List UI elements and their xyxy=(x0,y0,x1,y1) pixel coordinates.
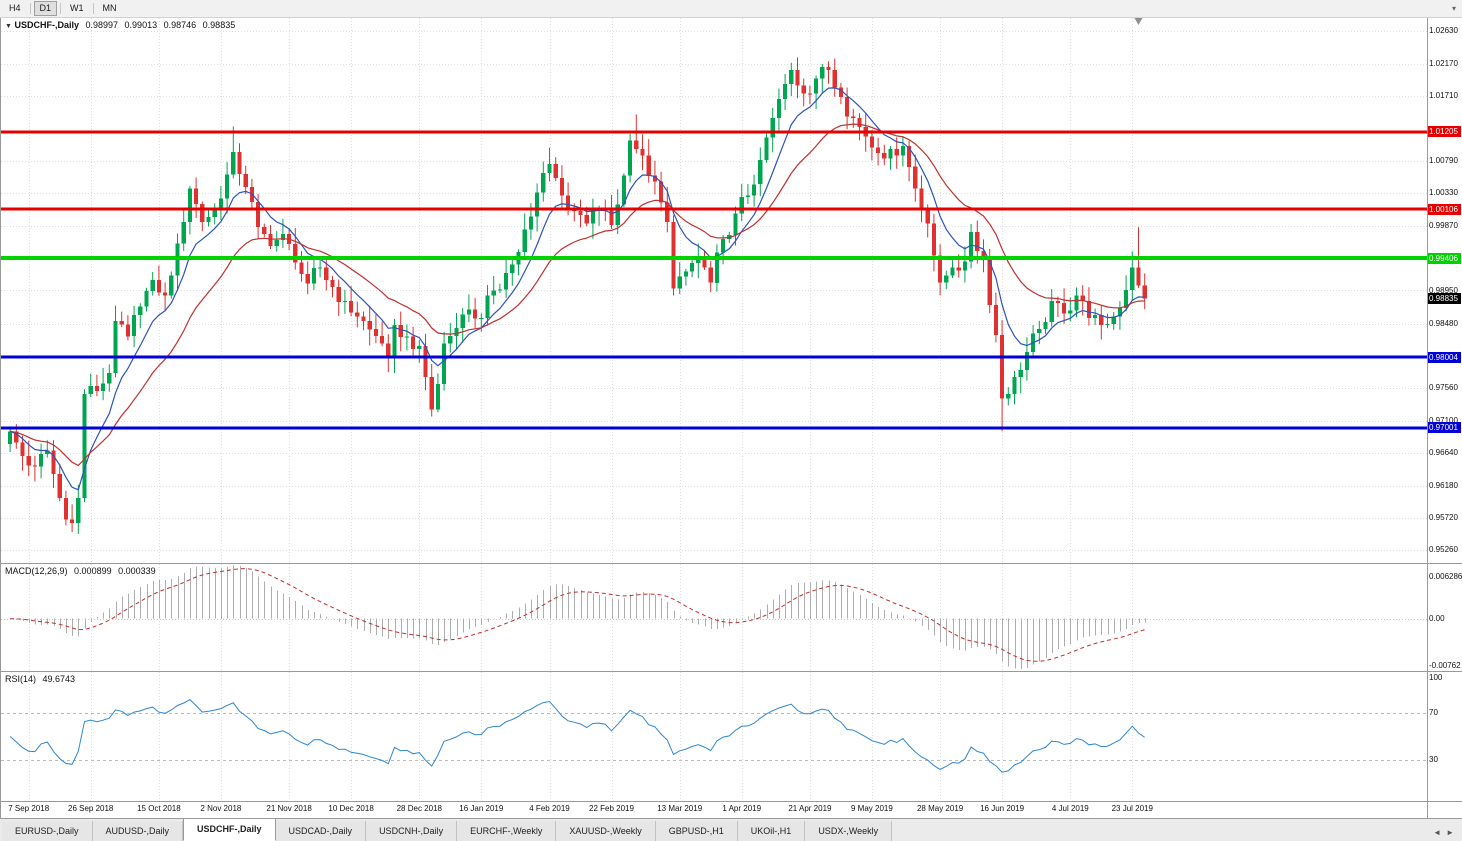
date-label: 10 Dec 2018 xyxy=(328,804,374,813)
toolbar-separator xyxy=(92,3,94,14)
price-tick: 0.98480 xyxy=(1429,318,1458,328)
price-tick: 1.02170 xyxy=(1429,58,1458,68)
date-label: 28 Dec 2018 xyxy=(396,804,442,813)
rsi-axis-tick: 70 xyxy=(1429,708,1438,718)
tab-audusd-daily[interactable]: AUDUSD-,Daily xyxy=(92,821,184,841)
rsi-panel: RSI(14) 49.6743 100 70 30 xyxy=(1,672,1462,802)
date-label: 21 Apr 2019 xyxy=(788,804,832,813)
date-label: 26 Sep 2018 xyxy=(68,804,114,813)
date-label: 9 May 2019 xyxy=(850,804,893,813)
hline-price-label[interactable]: 1.01205 xyxy=(1428,126,1461,138)
hline-price-label[interactable]: 0.98004 xyxy=(1428,351,1461,363)
tab-usdchf-daily[interactable]: USDCHF-,Daily xyxy=(183,818,276,841)
price-tick: 1.00790 xyxy=(1429,155,1458,165)
macd-axis-tick: 0.00 xyxy=(1429,613,1445,623)
tab-scroll-left-icon[interactable]: ◄ xyxy=(1433,828,1442,837)
macd-panel: MACD(12,26,9) 0.000899 0.000339 0.006286… xyxy=(1,564,1462,672)
tab-eurchf-weekly[interactable]: EURCHF-,Weekly xyxy=(457,821,557,841)
date-axis: 7 Sep 2018 26 Sep 2018 15 Oct 2018 2 Nov 20… xyxy=(1,802,1428,818)
price-grid xyxy=(1,18,1427,563)
candles-group xyxy=(8,57,1147,534)
price-plot[interactable] xyxy=(1,18,1427,563)
axis-corner xyxy=(1428,802,1461,818)
macd-histogram xyxy=(16,565,1146,670)
date-label: 22 Feb 2019 xyxy=(589,804,634,813)
price-axis[interactable]: 1.02630 1.02170 1.01710 1.00790 1.00330 0.998… xyxy=(1428,18,1461,563)
rsi-grid xyxy=(29,672,1133,801)
hline-price-label[interactable]: 0.99406 xyxy=(1428,252,1461,264)
timeframe-button-d1[interactable]: D1 xyxy=(33,1,58,16)
date-label: 28 May 2019 xyxy=(916,804,964,813)
date-label: 16 Jun 2019 xyxy=(980,804,1025,813)
ma-fast-line xyxy=(9,87,1145,491)
ma-slow-line xyxy=(10,123,1145,467)
date-label: 4 Feb 2019 xyxy=(529,804,570,813)
price-tick: 1.02630 xyxy=(1429,26,1458,36)
macd-signal-line xyxy=(10,568,1145,662)
period-toolbar: H4 D1 W1 MN ▾ xyxy=(0,0,1462,18)
rsi-axis-tick: 30 xyxy=(1429,754,1438,764)
date-label: 4 Jul 2019 xyxy=(1051,804,1089,813)
tab-ukoil-h1[interactable]: UKOil-,H1 xyxy=(737,821,806,841)
tab-usdcnh-daily[interactable]: USDCNH-,Daily xyxy=(366,821,458,841)
date-label: 16 Jan 2019 xyxy=(459,804,504,813)
timeframe-button-h4[interactable]: H4 xyxy=(9,3,21,13)
hline-price-label[interactable]: 1.00106 xyxy=(1428,203,1461,215)
date-label: 13 Mar 2019 xyxy=(657,804,703,813)
rsi-line xyxy=(9,698,1145,773)
macd-axis-tick: -0.00762 xyxy=(1429,661,1461,670)
price-panel: ▼ USDCHF-,Daily 0.98997 0.99013 0.98746 … xyxy=(1,18,1462,564)
date-label: 15 Oct 2018 xyxy=(137,804,181,813)
rsi-plot-cell: RSI(14) 49.6743 xyxy=(1,672,1428,801)
price-tick: 0.95720 xyxy=(1429,512,1458,522)
timeframe-buttons: H4 D1 W1 MN xyxy=(3,1,123,16)
price-tick: 0.97560 xyxy=(1429,383,1458,393)
date-label: 21 Nov 2018 xyxy=(266,804,312,813)
price-tick: 1.00330 xyxy=(1429,188,1458,198)
rsi-axis-tick: 100 xyxy=(1429,672,1443,682)
date-label: 1 Apr 2019 xyxy=(722,804,762,813)
tab-eurusd-daily[interactable]: EURUSD-,Daily xyxy=(2,821,93,841)
current-price-label: 0.98835 xyxy=(1428,293,1461,305)
price-tick: 0.97100 xyxy=(1429,415,1458,425)
tab-usdcad-daily[interactable]: USDCAD-,Daily xyxy=(275,821,367,841)
price-tick: 0.98950 xyxy=(1429,285,1458,295)
time-axis: 7 Sep 2018 26 Sep 2018 15 Oct 2018 2 Nov 20… xyxy=(1,802,1462,818)
macd-plot-cell: MACD(12,26,9) 0.000899 0.000339 xyxy=(1,564,1428,671)
tab-list: EURUSD-,Daily AUDUSD-,Daily USDCHF-,Daily U… xyxy=(0,818,893,841)
tab-scroll-right-icon[interactable]: ► xyxy=(1446,828,1454,837)
tab-usdx-weekly[interactable]: USDX-,Weekly xyxy=(805,821,893,841)
tab-xauusd-weekly[interactable]: XAUUSD-,Weekly xyxy=(556,821,656,841)
chart-shift-marker-icon xyxy=(1134,18,1143,25)
rsi-axis: 100 70 30 xyxy=(1428,672,1461,801)
timeframe-button-w1[interactable]: W1 xyxy=(70,3,84,13)
price-tick: 0.96640 xyxy=(1429,448,1458,458)
toolbar-separator xyxy=(60,3,62,14)
chart-tab-bar: EURUSD-,Daily AUDUSD-,Daily USDCHF-,Daily U… xyxy=(0,818,1462,841)
rsi-plot[interactable] xyxy=(1,672,1427,801)
hline-price-label[interactable]: 0.97001 xyxy=(1428,422,1461,434)
toolbar-overflow-icon[interactable]: ▾ xyxy=(1451,4,1456,13)
toolbar-separator xyxy=(29,3,31,14)
macd-plot[interactable] xyxy=(1,564,1427,671)
macd-axis-tick: 0.006286 xyxy=(1429,572,1462,582)
date-label: 23 Jul 2019 xyxy=(1111,804,1153,813)
price-tick: 0.99870 xyxy=(1429,220,1458,230)
horizontal-lines xyxy=(1,130,1427,430)
tab-gbpusd-h1[interactable]: GBPUSD-,H1 xyxy=(655,821,738,841)
price-tick: 0.95260 xyxy=(1429,545,1458,555)
date-label: 7 Sep 2018 xyxy=(8,804,50,813)
date-label: 2 Nov 2018 xyxy=(200,804,242,813)
price-tick: 0.96180 xyxy=(1429,480,1458,490)
timeframe-button-mn[interactable]: MN xyxy=(102,3,117,13)
macd-axis: 0.006286 0.00 -0.00762 xyxy=(1428,564,1462,671)
price-plot-cell: ▼ USDCHF-,Daily 0.98997 0.99013 0.98746 … xyxy=(1,18,1428,563)
price-tick: 1.01710 xyxy=(1429,91,1458,101)
chart-window: ▼ USDCHF-,Daily 0.98997 0.99013 0.98746 … xyxy=(0,18,1462,818)
tab-scroll-controls: ◄ ► xyxy=(1433,828,1462,841)
